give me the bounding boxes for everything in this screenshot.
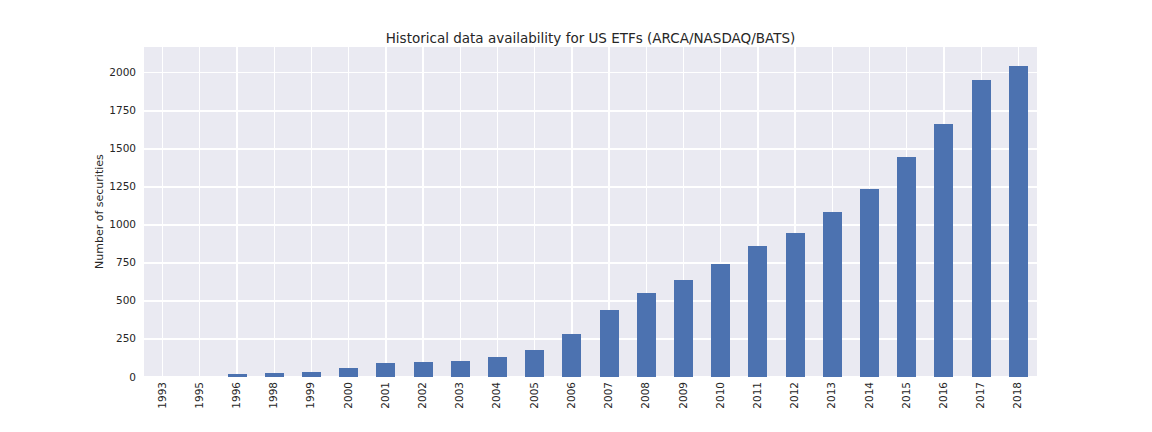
- y-tick-label: 1500: [0, 142, 136, 155]
- x-tick-label: 2007: [602, 382, 616, 409]
- bar-2012: [786, 233, 805, 377]
- x-tick-label: 2008: [639, 382, 653, 409]
- x-tick-label: 2003: [453, 382, 467, 409]
- x-tick-label: 2011: [751, 382, 765, 409]
- bar-2005: [525, 350, 544, 377]
- bar-2001: [376, 363, 395, 377]
- x-tick-label: 2009: [677, 382, 691, 409]
- v-gridline: [385, 47, 386, 377]
- x-tick-label: 1999: [304, 382, 318, 409]
- h-gridline: [144, 110, 1037, 111]
- x-tick-label: 2004: [490, 382, 504, 409]
- v-gridline: [497, 47, 498, 377]
- x-tick-label: 2006: [565, 382, 579, 409]
- x-tick-label: 1993: [156, 382, 170, 409]
- v-gridline: [422, 47, 423, 377]
- v-gridline: [460, 47, 461, 377]
- plot-area: [144, 47, 1037, 377]
- x-tick-label: 2012: [788, 382, 802, 409]
- bar-2000: [339, 368, 358, 377]
- v-gridline: [199, 47, 200, 377]
- x-tick-label: 2001: [379, 382, 393, 409]
- bar-2015: [897, 157, 916, 377]
- bar-2016: [934, 124, 953, 377]
- x-tick-label: 2005: [528, 382, 542, 409]
- v-gridline: [311, 47, 312, 377]
- bar-2003: [451, 361, 470, 377]
- y-tick-label: 250: [0, 332, 136, 345]
- x-tick-label: 1995: [193, 382, 207, 409]
- x-tick-label: 2002: [416, 382, 430, 409]
- x-tick-label: 1998: [267, 382, 281, 409]
- h-gridline: [144, 148, 1037, 149]
- y-tick-label: 750: [0, 256, 136, 269]
- h-gridline: [144, 72, 1037, 73]
- v-gridline: [274, 47, 275, 377]
- bar-2009: [674, 280, 693, 377]
- v-gridline: [236, 47, 237, 377]
- bar-2007: [600, 310, 619, 377]
- x-tick-label: 2018: [1011, 382, 1025, 409]
- bar-2013: [823, 212, 842, 377]
- figure: Historical data availability for US ETFs…: [0, 0, 1152, 432]
- v-gridline: [162, 47, 163, 377]
- bar-2006: [562, 334, 581, 377]
- y-tick-label: 1000: [0, 218, 136, 231]
- y-tick-label: 1750: [0, 104, 136, 117]
- x-tick-label: 2017: [974, 382, 988, 409]
- y-tick-label: 500: [0, 294, 136, 307]
- bar-2014: [860, 189, 879, 377]
- v-gridline: [534, 47, 535, 377]
- bar-2008: [637, 293, 656, 377]
- x-tick-label: 2014: [863, 382, 877, 409]
- x-tick-label: 2013: [825, 382, 839, 409]
- bar-2010: [711, 264, 730, 377]
- bar-1998: [265, 373, 284, 377]
- bar-2002: [414, 362, 433, 377]
- bar-1996: [228, 374, 247, 377]
- x-tick-label: 2015: [900, 382, 914, 409]
- bar-2018: [1009, 66, 1028, 377]
- bar-2017: [972, 80, 991, 377]
- chart-title: Historical data availability for US ETFs…: [144, 30, 1037, 46]
- y-tick-label: 0: [0, 371, 136, 384]
- x-tick-label: 1996: [230, 382, 244, 409]
- x-tick-label: 2010: [714, 382, 728, 409]
- bar-2011: [748, 246, 767, 377]
- bar-2004: [488, 357, 507, 377]
- v-gridline: [571, 47, 572, 377]
- y-tick-label: 2000: [0, 66, 136, 79]
- y-tick-label: 1250: [0, 180, 136, 193]
- x-tick-label: 2016: [937, 382, 951, 409]
- v-gridline: [348, 47, 349, 377]
- y-axis-label: Number of securities: [93, 47, 108, 377]
- bar-1999: [302, 372, 321, 377]
- x-tick-label: 2000: [342, 382, 356, 409]
